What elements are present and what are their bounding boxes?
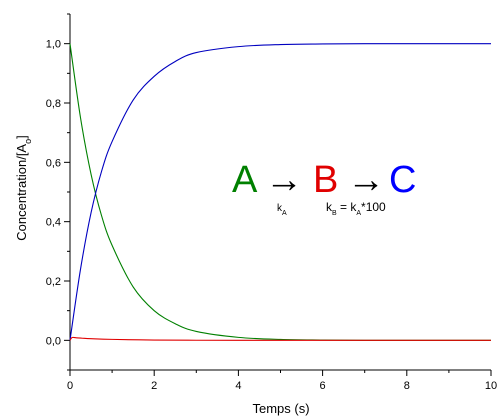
x-tick-label: 8 — [404, 380, 410, 392]
x-tick-label: 6 — [320, 380, 326, 392]
x-tick-label: 2 — [151, 380, 157, 392]
species-a: A — [232, 159, 258, 201]
series-line-2 — [69, 336, 491, 341]
series-line-1 — [69, 43, 491, 341]
arrow-2: → — [347, 159, 385, 201]
x-tick-label: 0 — [67, 380, 73, 392]
y-tick-label: 0,8 — [46, 98, 61, 110]
rate-constant-a: kA — [277, 203, 287, 217]
y-tick-label: 0,0 — [46, 335, 61, 347]
x-tick-label: 4 — [235, 380, 241, 392]
species-b: B — [313, 159, 338, 201]
y-tick-label: 0,4 — [46, 217, 61, 229]
y-tick-label: 0,2 — [46, 276, 61, 288]
arrow-1: → — [265, 159, 303, 201]
rate-constant-b: kB = kA*100 — [326, 200, 386, 217]
species-c: C — [389, 159, 416, 201]
x-axis-title: Temps (s) — [252, 401, 309, 416]
reaction-annotation: A → kA B → C kB = kA*100 — [232, 159, 416, 217]
axes: 0 2 4 6 8 10 0,0 0,2 0,4 0,6 0,8 1,0 — [46, 13, 497, 392]
x-tick-label: 10 — [485, 380, 497, 392]
curves — [69, 43, 491, 341]
y-tick-label: 0,6 — [46, 157, 61, 169]
y-tick-label: 1,0 — [46, 39, 61, 51]
y-axis-title: Concentration/[Ao] — [14, 135, 33, 240]
